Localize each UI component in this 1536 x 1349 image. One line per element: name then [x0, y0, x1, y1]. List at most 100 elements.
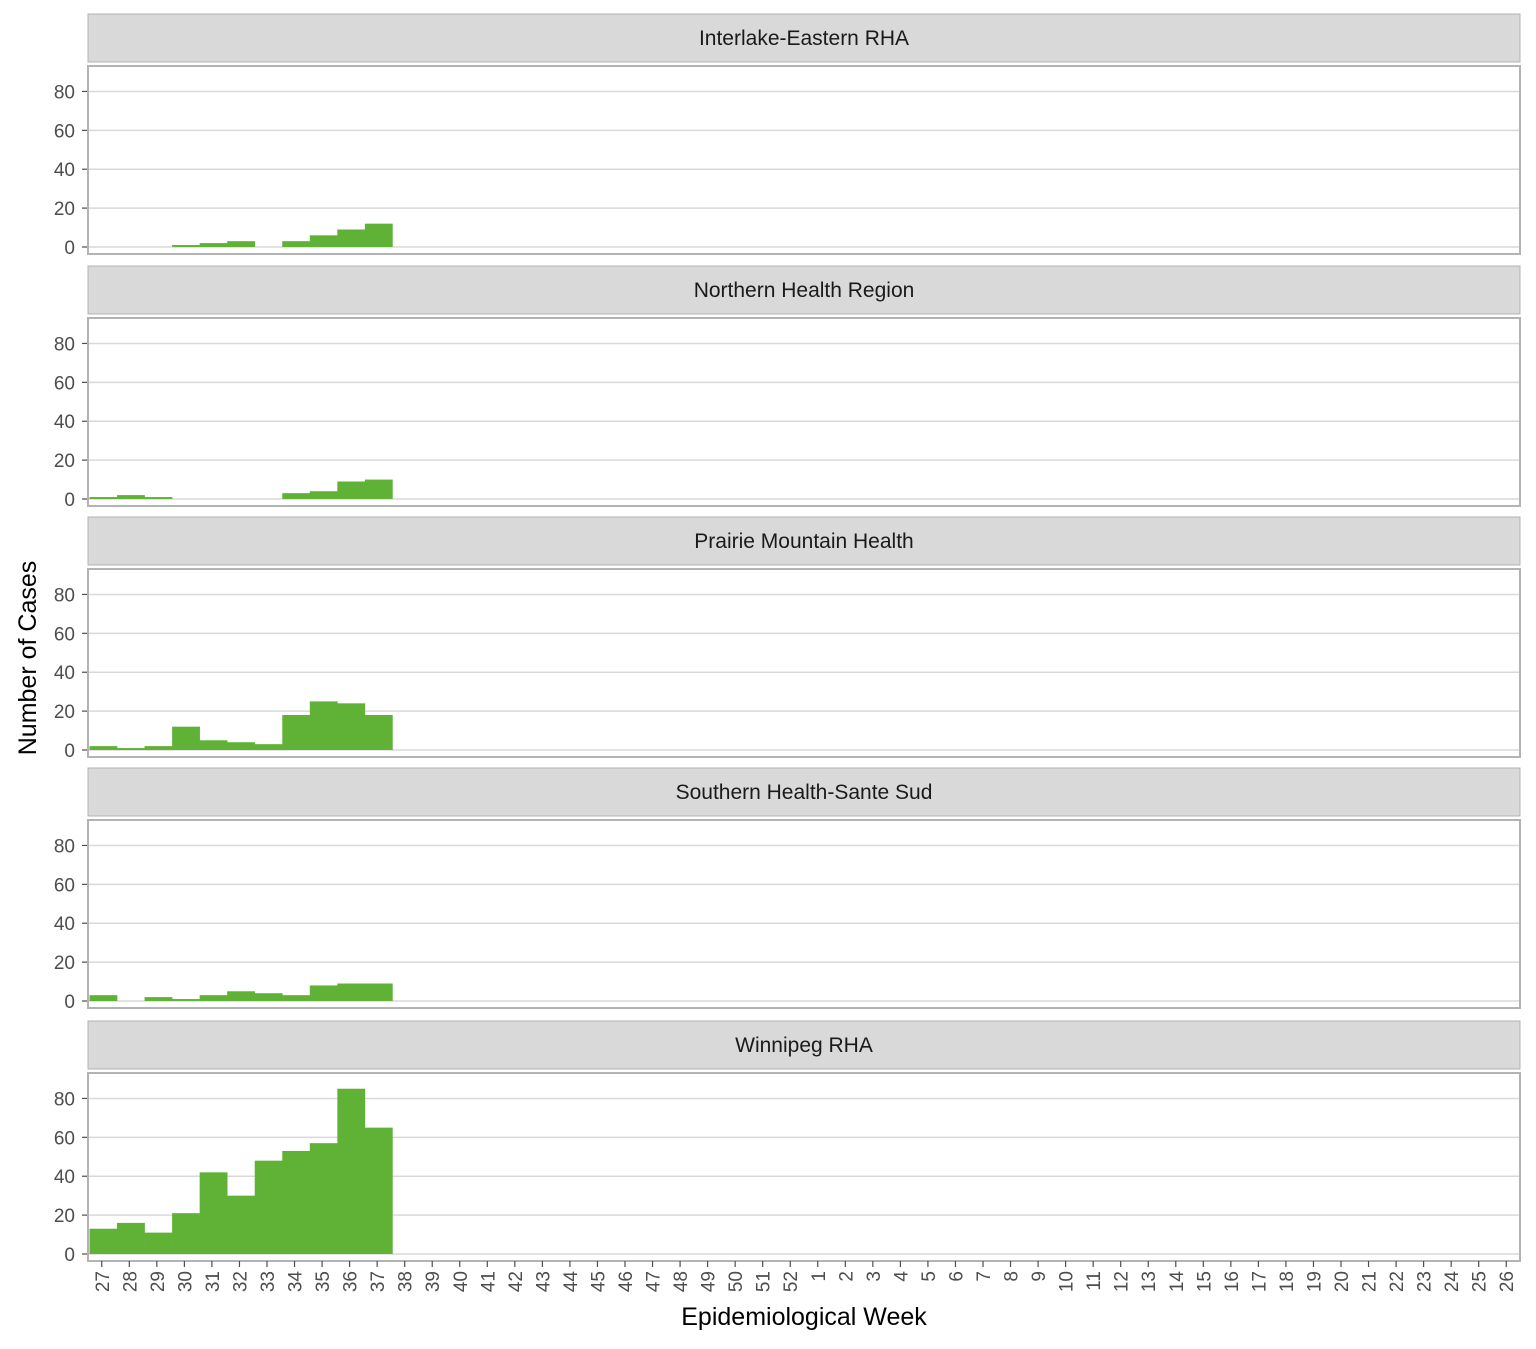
- panel-border: [87, 1072, 1521, 1262]
- bar[interactable]: [89, 1228, 118, 1254]
- x-tick-label: 32: [230, 1271, 251, 1292]
- x-tick-label: 14: [1167, 1271, 1188, 1293]
- x-tick-label: 7: [974, 1271, 995, 1282]
- bar[interactable]: [144, 497, 173, 499]
- bar[interactable]: [364, 1127, 393, 1254]
- panel-border: [87, 317, 1521, 507]
- bar[interactable]: [337, 481, 366, 500]
- bar[interactable]: [337, 703, 366, 750]
- x-tick-label: 18: [1277, 1271, 1298, 1292]
- bar[interactable]: [337, 229, 366, 248]
- facet-panel-3: Prairie Mountain Health 0 20 40 60 80: [54, 516, 1521, 762]
- x-tick-label: 20: [1332, 1271, 1353, 1292]
- bar[interactable]: [309, 1143, 338, 1254]
- bar[interactable]: [282, 1150, 311, 1254]
- bar[interactable]: [282, 995, 311, 1001]
- bar[interactable]: [282, 715, 311, 750]
- bar[interactable]: [117, 495, 145, 499]
- bar[interactable]: [337, 983, 366, 1002]
- plot-background: [88, 66, 1520, 254]
- x-tick-label: 33: [258, 1271, 279, 1292]
- x-tick-label: 17: [1249, 1271, 1270, 1292]
- x-tick-label: 37: [368, 1271, 389, 1292]
- y-tick-label: 80: [54, 836, 75, 857]
- x-tick-label: 13: [1139, 1271, 1160, 1292]
- bar[interactable]: [89, 746, 118, 750]
- bar[interactable]: [227, 241, 256, 247]
- x-tick-label: 30: [175, 1271, 196, 1292]
- x-tick-label: 5: [919, 1271, 940, 1282]
- facet-strip: [87, 13, 1521, 63]
- bar[interactable]: [337, 1088, 366, 1254]
- bar[interactable]: [364, 983, 393, 1002]
- facet-panel-5: Winnipeg RHA 0 20 40 60 80: [54, 1020, 1521, 1266]
- bar[interactable]: [309, 235, 338, 247]
- x-tick-label: 50: [726, 1271, 747, 1292]
- bar[interactable]: [199, 243, 228, 247]
- x-tick-label: 48: [671, 1271, 692, 1292]
- x-tick-label: 4: [891, 1271, 912, 1282]
- x-tick-label: 10: [1057, 1271, 1078, 1292]
- bar[interactable]: [364, 715, 393, 750]
- bar[interactable]: [254, 1160, 283, 1254]
- y-tick-label: 80: [54, 334, 75, 355]
- facet-strip: [87, 516, 1521, 566]
- x-tick-label: 27: [93, 1271, 114, 1292]
- bar[interactable]: [364, 479, 393, 499]
- y-tick-label: 60: [54, 1128, 75, 1149]
- bar[interactable]: [144, 1232, 173, 1254]
- x-tick-label: 49: [699, 1271, 720, 1292]
- y-tick-label: 20: [54, 1206, 75, 1227]
- y-tick-label: 80: [54, 585, 75, 606]
- x-tick-label: 43: [533, 1271, 554, 1292]
- panel-border: [87, 819, 1521, 1009]
- facet-strip: [87, 767, 1521, 817]
- bar[interactable]: [172, 1213, 200, 1254]
- y-tick-label: 0: [64, 490, 75, 511]
- bar[interactable]: [254, 993, 283, 1001]
- x-tick-label: 19: [1304, 1271, 1325, 1292]
- bar[interactable]: [254, 744, 283, 750]
- bar[interactable]: [227, 1195, 256, 1254]
- x-tick-label: 2: [836, 1271, 857, 1282]
- x-tick-label: 22: [1387, 1271, 1408, 1292]
- x-tick-label: 28: [120, 1271, 141, 1292]
- bar[interactable]: [309, 985, 338, 1001]
- bar[interactable]: [117, 1222, 145, 1254]
- facet-panel-4: Southern Health-Sante Sud 0 20 40 60 80: [54, 767, 1521, 1013]
- x-tick-label: 25: [1470, 1271, 1491, 1292]
- x-tick-label: 36: [341, 1271, 362, 1292]
- bar[interactable]: [199, 740, 228, 750]
- bar[interactable]: [309, 491, 338, 499]
- y-tick-label: 0: [64, 741, 75, 762]
- y-tick-label: 20: [54, 451, 75, 472]
- bar[interactable]: [144, 997, 173, 1001]
- bar[interactable]: [117, 748, 145, 750]
- bar[interactable]: [89, 995, 118, 1001]
- y-axis-title: Number of Cases: [14, 561, 42, 756]
- bar[interactable]: [282, 493, 311, 499]
- facet-strip: [87, 265, 1521, 315]
- bar[interactable]: [144, 746, 173, 750]
- x-tick-label: 31: [203, 1271, 224, 1292]
- bar[interactable]: [364, 223, 393, 247]
- bar[interactable]: [172, 245, 200, 247]
- y-tick-label: 60: [54, 373, 75, 394]
- x-tick-label: 8: [1002, 1271, 1023, 1282]
- facet-strip-label: Interlake-Eastern RHA: [699, 27, 909, 50]
- x-tick-label: 6: [946, 1271, 967, 1282]
- x-tick-label: 23: [1415, 1271, 1436, 1292]
- bar[interactable]: [89, 497, 118, 499]
- bar[interactable]: [172, 999, 200, 1001]
- bar[interactable]: [282, 241, 311, 247]
- bar[interactable]: [227, 991, 256, 1001]
- bar[interactable]: [199, 995, 228, 1001]
- bar[interactable]: [172, 726, 200, 750]
- y-tick-label: 0: [64, 1245, 75, 1266]
- y-tick-label: 60: [54, 624, 75, 645]
- bar[interactable]: [309, 701, 338, 750]
- bar[interactable]: [199, 1172, 228, 1254]
- bar[interactable]: [227, 742, 256, 750]
- x-tick-label: 9: [1029, 1271, 1050, 1282]
